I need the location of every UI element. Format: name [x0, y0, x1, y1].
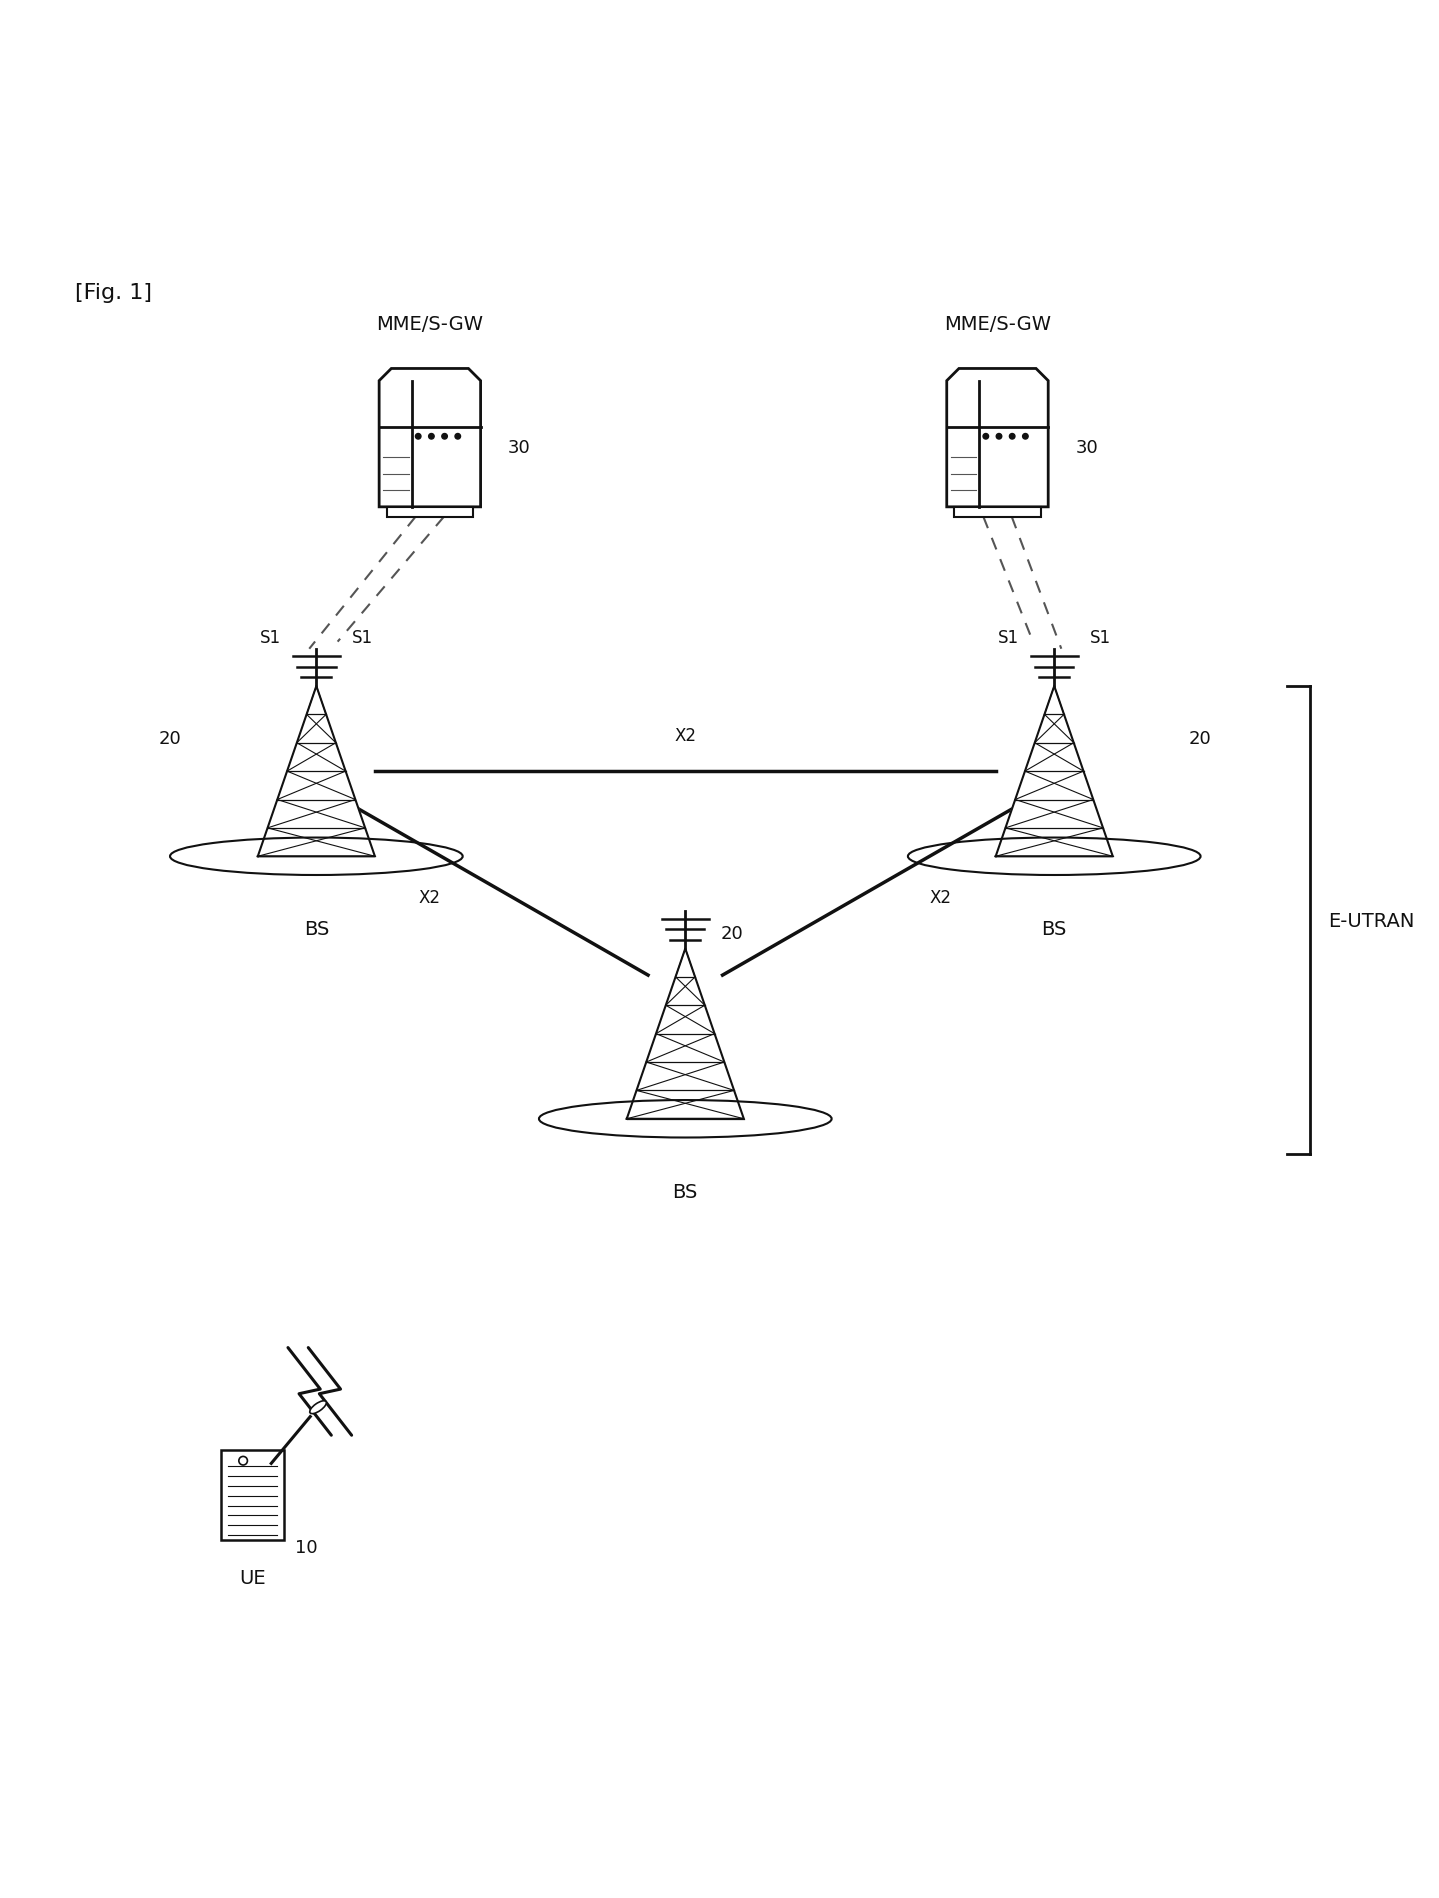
Text: E-UTRAN: E-UTRAN	[1328, 911, 1415, 930]
Text: 30: 30	[508, 438, 531, 457]
Circle shape	[442, 435, 448, 440]
Circle shape	[1009, 435, 1014, 440]
Ellipse shape	[309, 1401, 327, 1414]
Text: S1: S1	[1089, 628, 1111, 647]
Text: MME/S-GW: MME/S-GW	[377, 315, 484, 334]
Text: S1: S1	[997, 628, 1019, 647]
Polygon shape	[378, 370, 481, 507]
Text: 10: 10	[295, 1537, 318, 1556]
Text: BS: BS	[304, 921, 330, 940]
Text: UE: UE	[239, 1568, 266, 1587]
Text: X2: X2	[419, 888, 440, 907]
Circle shape	[996, 435, 1002, 440]
Circle shape	[983, 435, 989, 440]
Bar	[387, 507, 473, 518]
Text: [Fig. 1]: [Fig. 1]	[75, 283, 153, 302]
Text: 20: 20	[158, 729, 181, 748]
Circle shape	[455, 435, 460, 440]
Text: MME/S-GW: MME/S-GW	[944, 315, 1050, 334]
Polygon shape	[627, 949, 744, 1120]
Text: S1: S1	[351, 628, 373, 647]
Circle shape	[429, 435, 435, 440]
Text: X2: X2	[930, 888, 951, 907]
Text: BS: BS	[672, 1182, 698, 1201]
Circle shape	[1023, 435, 1027, 440]
Text: 20: 20	[721, 924, 744, 943]
Polygon shape	[258, 687, 376, 856]
Polygon shape	[996, 687, 1112, 856]
Text: 20: 20	[1189, 729, 1212, 748]
Circle shape	[239, 1456, 248, 1465]
Bar	[954, 507, 1040, 518]
Polygon shape	[947, 370, 1048, 507]
Text: BS: BS	[1042, 921, 1066, 940]
Text: 30: 30	[1075, 438, 1098, 457]
Text: S1: S1	[260, 628, 281, 647]
Circle shape	[416, 435, 422, 440]
Bar	[222, 1450, 283, 1539]
Text: X2: X2	[675, 727, 696, 744]
